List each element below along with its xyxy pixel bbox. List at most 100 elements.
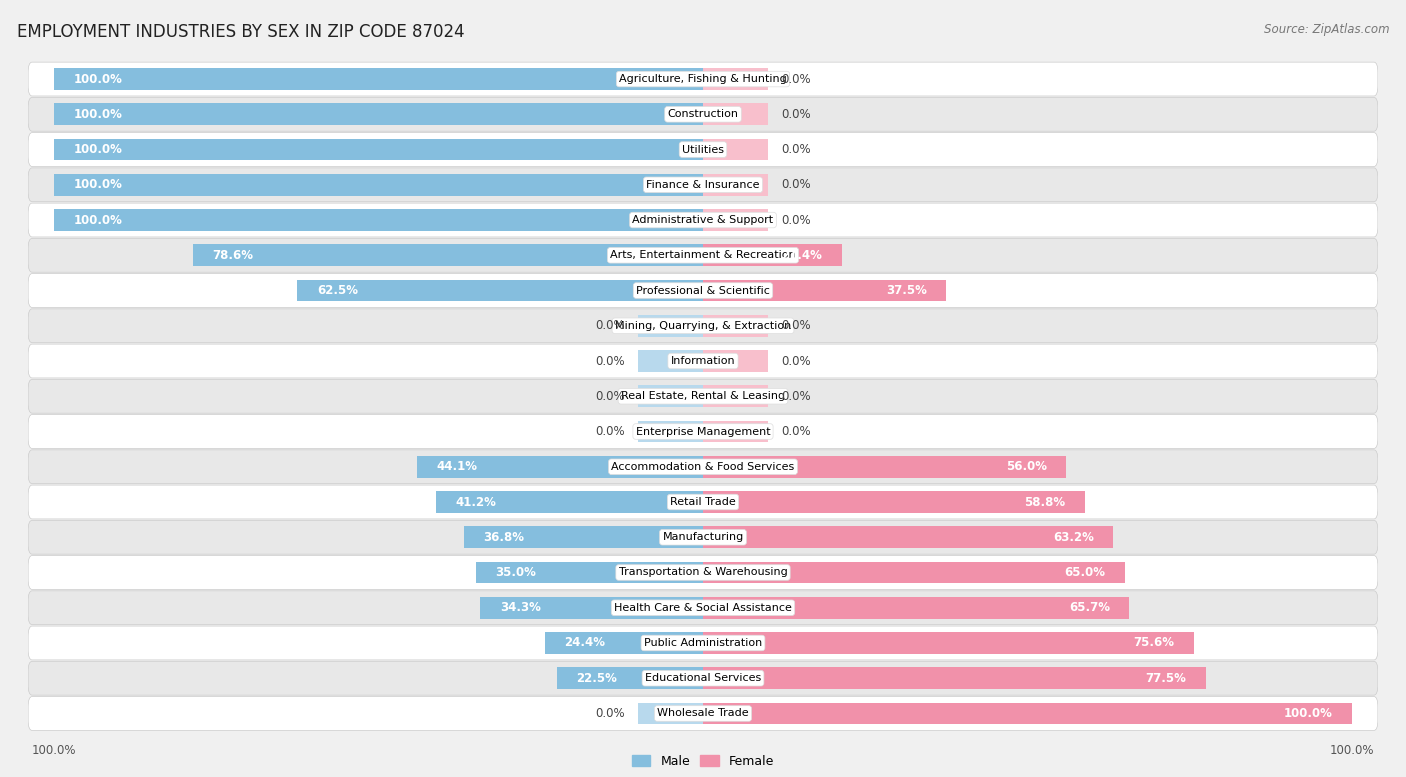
Text: Enterprise Management: Enterprise Management [636,427,770,437]
FancyBboxPatch shape [28,415,1378,448]
Text: 0.0%: 0.0% [780,390,810,402]
Text: 0.0%: 0.0% [780,143,810,156]
Text: 21.4%: 21.4% [782,249,823,262]
Text: 75.6%: 75.6% [1133,636,1174,650]
FancyBboxPatch shape [28,521,1378,554]
Bar [703,632,1194,654]
FancyBboxPatch shape [28,274,1378,308]
Text: Retail Trade: Retail Trade [671,497,735,507]
Bar [53,138,703,161]
Text: Utilities: Utilities [682,145,724,155]
Text: 58.8%: 58.8% [1024,496,1066,508]
Text: Educational Services: Educational Services [645,673,761,683]
Text: 0.0%: 0.0% [780,354,810,368]
Bar [557,667,703,689]
Bar [544,632,703,654]
Text: 0.0%: 0.0% [596,319,626,333]
Bar [638,315,703,336]
Text: 100.0%: 100.0% [73,214,122,227]
Bar [703,667,1206,689]
Text: 36.8%: 36.8% [484,531,524,544]
Text: EMPLOYMENT INDUSTRIES BY SEX IN ZIP CODE 87024: EMPLOYMENT INDUSTRIES BY SEX IN ZIP CODE… [17,23,464,41]
Text: Finance & Insurance: Finance & Insurance [647,179,759,190]
Text: 44.1%: 44.1% [436,460,477,473]
FancyBboxPatch shape [28,62,1378,96]
Text: 56.0%: 56.0% [1005,460,1047,473]
Text: 37.5%: 37.5% [886,284,927,297]
Bar [638,420,703,442]
FancyBboxPatch shape [28,591,1378,625]
Text: 0.0%: 0.0% [780,178,810,191]
Bar [703,244,842,267]
Bar [703,174,768,196]
FancyBboxPatch shape [28,450,1378,483]
Bar [638,350,703,372]
Bar [703,103,768,125]
Text: 78.6%: 78.6% [212,249,253,262]
Bar [298,280,703,301]
Text: 77.5%: 77.5% [1146,672,1187,685]
Text: Agriculture, Fishing & Hunting: Agriculture, Fishing & Hunting [619,74,787,84]
Text: Wholesale Trade: Wholesale Trade [657,709,749,719]
Bar [703,702,1353,724]
Text: Accommodation & Food Services: Accommodation & Food Services [612,462,794,472]
Bar [703,350,768,372]
Bar [703,315,768,336]
Text: Construction: Construction [668,110,738,120]
Bar [703,562,1125,584]
Text: Mining, Quarrying, & Extraction: Mining, Quarrying, & Extraction [614,321,792,331]
Text: 35.0%: 35.0% [495,566,536,579]
Text: 24.4%: 24.4% [564,636,605,650]
Text: 0.0%: 0.0% [780,72,810,85]
FancyBboxPatch shape [28,203,1378,237]
Text: 65.0%: 65.0% [1064,566,1105,579]
Bar [703,456,1066,478]
Bar [53,103,703,125]
Bar [193,244,703,267]
Bar [475,562,703,584]
FancyBboxPatch shape [28,97,1378,131]
FancyBboxPatch shape [28,344,1378,378]
Bar [703,491,1084,513]
Text: 63.2%: 63.2% [1053,531,1094,544]
Text: Health Care & Social Assistance: Health Care & Social Assistance [614,603,792,613]
Bar [703,420,768,442]
Bar [703,280,946,301]
Text: 0.0%: 0.0% [780,425,810,438]
Bar [436,491,703,513]
Text: 22.5%: 22.5% [576,672,617,685]
FancyBboxPatch shape [28,309,1378,343]
Text: 0.0%: 0.0% [780,108,810,120]
Text: 0.0%: 0.0% [596,707,626,720]
Text: Professional & Scientific: Professional & Scientific [636,285,770,295]
Bar [416,456,703,478]
Bar [53,209,703,231]
FancyBboxPatch shape [28,626,1378,660]
Bar [481,597,703,618]
Bar [703,209,768,231]
Text: 100.0%: 100.0% [73,143,122,156]
Text: 62.5%: 62.5% [316,284,359,297]
FancyBboxPatch shape [28,661,1378,695]
Bar [703,68,768,90]
FancyBboxPatch shape [28,379,1378,413]
Text: Information: Information [671,356,735,366]
Text: 100.0%: 100.0% [73,178,122,191]
Bar [53,68,703,90]
Bar [638,702,703,724]
Text: 100.0%: 100.0% [1284,707,1333,720]
FancyBboxPatch shape [28,696,1378,730]
Text: 0.0%: 0.0% [780,214,810,227]
Bar [703,385,768,407]
Text: 100.0%: 100.0% [73,108,122,120]
Text: 65.7%: 65.7% [1069,601,1109,615]
Bar [703,526,1114,549]
FancyBboxPatch shape [28,239,1378,272]
Text: 0.0%: 0.0% [596,390,626,402]
FancyBboxPatch shape [28,485,1378,519]
Bar [703,597,1129,618]
Text: 0.0%: 0.0% [596,354,626,368]
Text: 0.0%: 0.0% [780,319,810,333]
Text: Administrative & Support: Administrative & Support [633,215,773,225]
Text: Source: ZipAtlas.com: Source: ZipAtlas.com [1264,23,1389,37]
